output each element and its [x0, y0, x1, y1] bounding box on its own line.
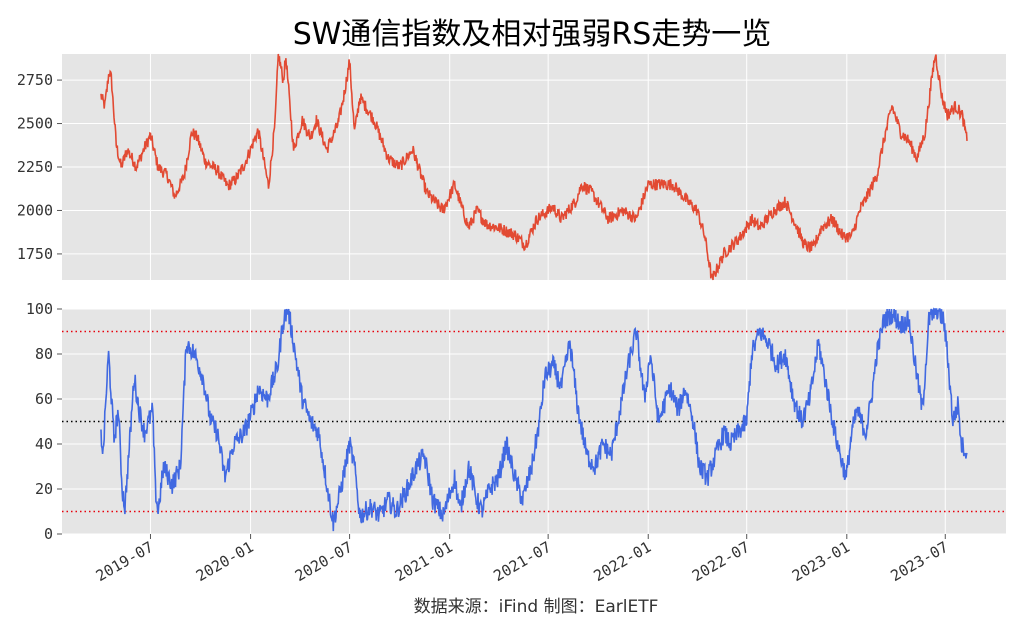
- y-tick-label: 20: [35, 480, 53, 498]
- x-tick-label: 2022-07: [689, 538, 753, 585]
- y-tick-label: 2750: [17, 71, 53, 89]
- source-footer: 数据来源：iFind 制图：EarlETF: [414, 597, 659, 617]
- y-tick-label: 2500: [17, 115, 53, 133]
- y-tick-label: 2250: [17, 158, 53, 176]
- y-tick-label: 2000: [17, 201, 53, 219]
- y-tick-label: 1750: [17, 245, 53, 263]
- x-tick-label: 2020-07: [292, 538, 356, 585]
- rs-panel: 0 20 40 60 80 100 2019-07 2020-01 2020-07 2021-0…: [26, 300, 1006, 585]
- y-tick-label: 100: [26, 300, 53, 318]
- x-tick-label: 2022-01: [590, 538, 654, 585]
- x-tick-label: 2021-01: [392, 538, 456, 585]
- x-tick-label: 2023-07: [888, 538, 952, 585]
- x-tick-label: 2021-07: [490, 538, 554, 585]
- rs-panel-background: [62, 309, 1006, 534]
- y-tick-label: 40: [35, 435, 53, 453]
- chart-title: SW通信指数及相对强弱RS走势一览: [293, 17, 772, 52]
- rs-series-line: [100, 307, 968, 532]
- index-series-line: [100, 53, 968, 281]
- y-tick-label: 0: [44, 525, 53, 543]
- index-panel: 1750 2000 2250 2500 2750: [17, 53, 1006, 281]
- y-tick-label: 60: [35, 390, 53, 408]
- x-tick-label: 2019-07: [93, 538, 157, 585]
- y-tick-label: 80: [35, 345, 53, 363]
- x-tick-label: 2020-01: [193, 538, 257, 585]
- x-tick-label: 2023-01: [789, 538, 853, 585]
